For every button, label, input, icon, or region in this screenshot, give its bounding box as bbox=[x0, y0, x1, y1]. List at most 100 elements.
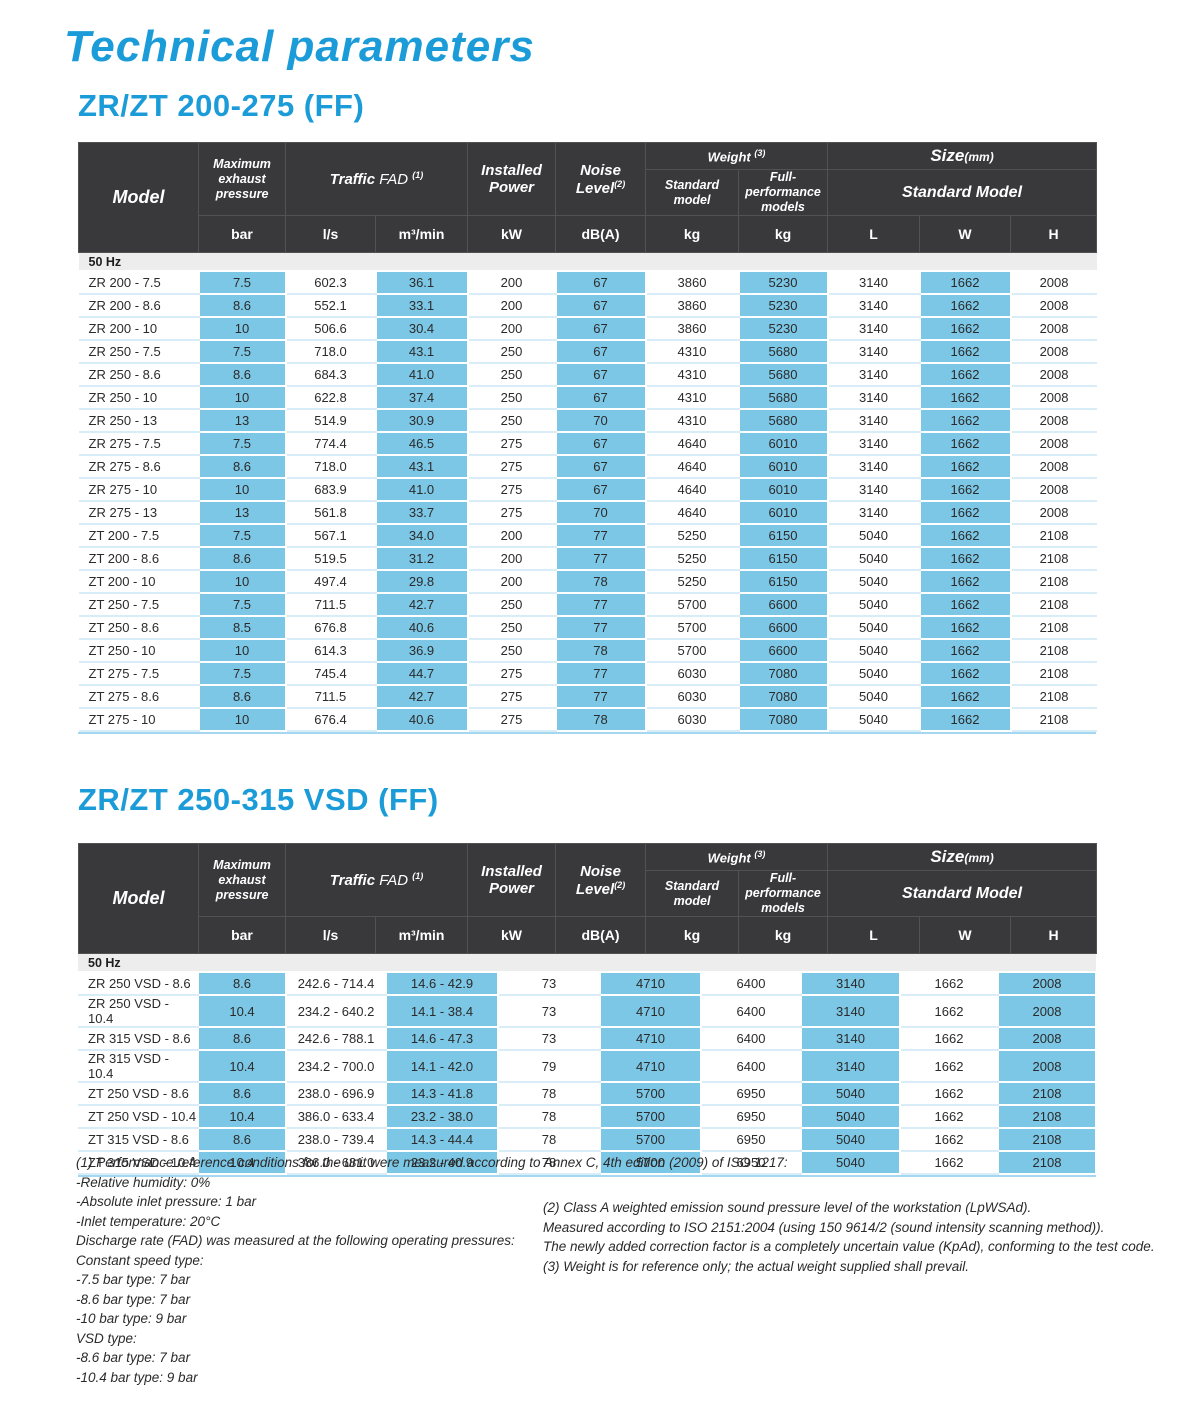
table-row: ZR 315 VSD - 8.6 8.6 242.6 - 788.1 14.6 - 4… bbox=[78, 1027, 1097, 1051]
value-cell: 4710 bbox=[599, 1050, 702, 1083]
model-cell: ZR 200 - 8.6 bbox=[78, 294, 199, 318]
table-row: ZT 200 - 10 10 497.4 29.8 200 78 5250 6150 5040 1… bbox=[78, 570, 1097, 594]
value-cell: 78 bbox=[498, 1151, 600, 1175]
value-cell: 2108 bbox=[1010, 570, 1097, 594]
value-cell: 7080 bbox=[737, 708, 829, 732]
value-cell: 238.0 - 696.9 bbox=[286, 1082, 386, 1106]
value-cell: 774.4 bbox=[285, 432, 376, 456]
value-cell: 3140 bbox=[827, 478, 920, 502]
value-cell: 5680 bbox=[737, 340, 829, 364]
footnote-line: (1) Performance reference conditions for… bbox=[76, 1155, 788, 1170]
model-cell: ZR 275 - 10 bbox=[78, 478, 199, 502]
unit-bar: bar bbox=[198, 215, 286, 253]
value-cell: 34.0 bbox=[374, 524, 469, 548]
value-cell: 5680 bbox=[737, 363, 829, 387]
value-cell: 1662 bbox=[900, 1082, 998, 1106]
value-cell: 6030 bbox=[645, 662, 739, 686]
table1-header: Model Maximum exhaust pressure Traffic F… bbox=[78, 142, 1098, 253]
value-cell: 67 bbox=[554, 317, 647, 341]
value-cell: 5040 bbox=[800, 1082, 901, 1106]
value-cell: 8.6 bbox=[197, 972, 287, 996]
unit-h: H bbox=[1010, 215, 1098, 253]
table-row: ZR 250 VSD - 8.6 8.6 242.6 - 714.4 14.6 - 4… bbox=[78, 972, 1097, 996]
value-cell: 386.0 - 633.4 bbox=[286, 1105, 386, 1129]
value-cell: 250 bbox=[467, 386, 556, 410]
value-cell: 41.0 bbox=[374, 363, 469, 387]
value-cell: 8.6 bbox=[197, 1082, 287, 1106]
value-cell: 14.6 - 42.9 bbox=[385, 972, 499, 996]
table-row: ZT 275 - 7.5 7.5 745.4 44.7 275 77 6030 7080 504… bbox=[78, 662, 1097, 686]
value-cell: 77 bbox=[554, 593, 647, 617]
value-cell: 1662 bbox=[918, 524, 1012, 548]
table-row: ZR 250 VSD - 10.4 10.4 234.2 - 640.2 14.1 -… bbox=[78, 995, 1097, 1028]
value-cell: 519.5 bbox=[285, 547, 376, 571]
value-cell: 2108 bbox=[1010, 685, 1097, 709]
model-cell: ZR 250 VSD - 8.6 bbox=[78, 972, 198, 996]
value-cell: 29.8 bbox=[374, 570, 469, 594]
footnote-line: -Relative humidity: 0% bbox=[76, 1174, 211, 1190]
table-row: ZT 200 - 8.6 8.6 519.5 31.2 200 77 5250 6150 504… bbox=[78, 547, 1097, 571]
model-cell: ZR 250 - 10 bbox=[78, 386, 199, 410]
value-cell: 497.4 bbox=[285, 570, 376, 594]
value-cell: 250 bbox=[467, 616, 556, 640]
value-cell: 7.5 bbox=[197, 271, 287, 295]
value-cell: 37.4 bbox=[374, 386, 469, 410]
value-cell: 6010 bbox=[737, 455, 829, 479]
model-cell: ZR 275 - 8.6 bbox=[78, 455, 199, 479]
value-cell: 30.4 bbox=[374, 317, 469, 341]
value-cell: 5250 bbox=[645, 547, 739, 571]
value-cell: 2008 bbox=[997, 1050, 1097, 1083]
value-cell: 567.1 bbox=[285, 524, 376, 548]
col-size: Size(mm) bbox=[827, 142, 1098, 170]
col-weight: Weight (3) bbox=[645, 142, 829, 170]
value-cell: 73 bbox=[498, 972, 600, 996]
table-row: ZT 250 VSD - 10.4 10.4 386.0 - 633.4 23.2 -… bbox=[78, 1105, 1097, 1129]
value-cell: 5700 bbox=[645, 593, 739, 617]
model-cell: ZR 200 - 7.5 bbox=[78, 271, 199, 295]
value-cell: 683.9 bbox=[285, 478, 376, 502]
model-cell: ZT 250 VSD - 8.6 bbox=[78, 1082, 198, 1106]
value-cell: 2108 bbox=[1010, 547, 1097, 571]
spec-table-2-header: Model Maximum exhaust pressure Traffic F… bbox=[78, 843, 1098, 954]
value-cell: 250 bbox=[467, 409, 556, 433]
value-cell: 2008 bbox=[997, 972, 1097, 996]
value-cell: 6600 bbox=[737, 593, 829, 617]
footnote-line: -10 bar type: 9 bar bbox=[76, 1311, 187, 1326]
value-cell: 5040 bbox=[827, 570, 920, 594]
value-cell: 10 bbox=[197, 570, 287, 594]
value-cell: 3140 bbox=[827, 340, 920, 364]
model-cell: ZR 275 - 13 bbox=[78, 501, 199, 525]
value-cell: 14.3 - 44.4 bbox=[385, 1128, 499, 1152]
value-cell: 2108 bbox=[1010, 639, 1097, 663]
col-size-standard-model: Standard Model bbox=[827, 169, 1098, 216]
table-row: ZR 275 - 13 13 561.8 33.7 275 70 4640 6010 3140 1… bbox=[78, 501, 1097, 525]
value-cell: 2108 bbox=[1010, 524, 1097, 548]
value-cell: 4640 bbox=[645, 432, 739, 456]
value-cell: 1662 bbox=[918, 708, 1012, 732]
value-cell: 6010 bbox=[737, 501, 829, 525]
value-cell: 6600 bbox=[737, 616, 829, 640]
footnote-line: (3) Weight is for reference only; the ac… bbox=[543, 1258, 969, 1274]
value-cell: 1662 bbox=[918, 547, 1012, 571]
table-row: ZR 250 - 10 10 622.8 37.4 250 67 4310 5680 3140 1… bbox=[78, 386, 1097, 410]
table-row: ZR 275 - 8.6 8.6 718.0 43.1 275 67 4640 6010 314… bbox=[78, 455, 1097, 479]
value-cell: 5040 bbox=[827, 616, 920, 640]
value-cell: 67 bbox=[554, 294, 647, 318]
value-cell: 1662 bbox=[918, 639, 1012, 663]
value-cell: 7080 bbox=[737, 662, 829, 686]
value-cell: 10.4 bbox=[197, 1105, 287, 1129]
table-row: ZT 315 VSD - 10.4 10.4 386.0 - 681.0 23.2 -… bbox=[78, 1151, 1097, 1175]
value-cell: 73 bbox=[498, 1027, 600, 1051]
value-cell: 561.8 bbox=[285, 501, 376, 525]
value-cell: 250 bbox=[467, 340, 556, 364]
value-cell: 5040 bbox=[827, 593, 920, 617]
col-installed-power: Installed Power bbox=[467, 843, 557, 917]
unit-dba: dB(A) bbox=[555, 215, 647, 253]
value-cell: 5040 bbox=[827, 708, 920, 732]
value-cell: 200 bbox=[467, 524, 556, 548]
unit-h: H bbox=[1010, 916, 1098, 954]
value-cell: 5040 bbox=[827, 685, 920, 709]
value-cell: 67 bbox=[554, 432, 647, 456]
table-row: ZT 200 - 7.5 7.5 567.1 34.0 200 77 5250 6150 504… bbox=[78, 524, 1097, 548]
